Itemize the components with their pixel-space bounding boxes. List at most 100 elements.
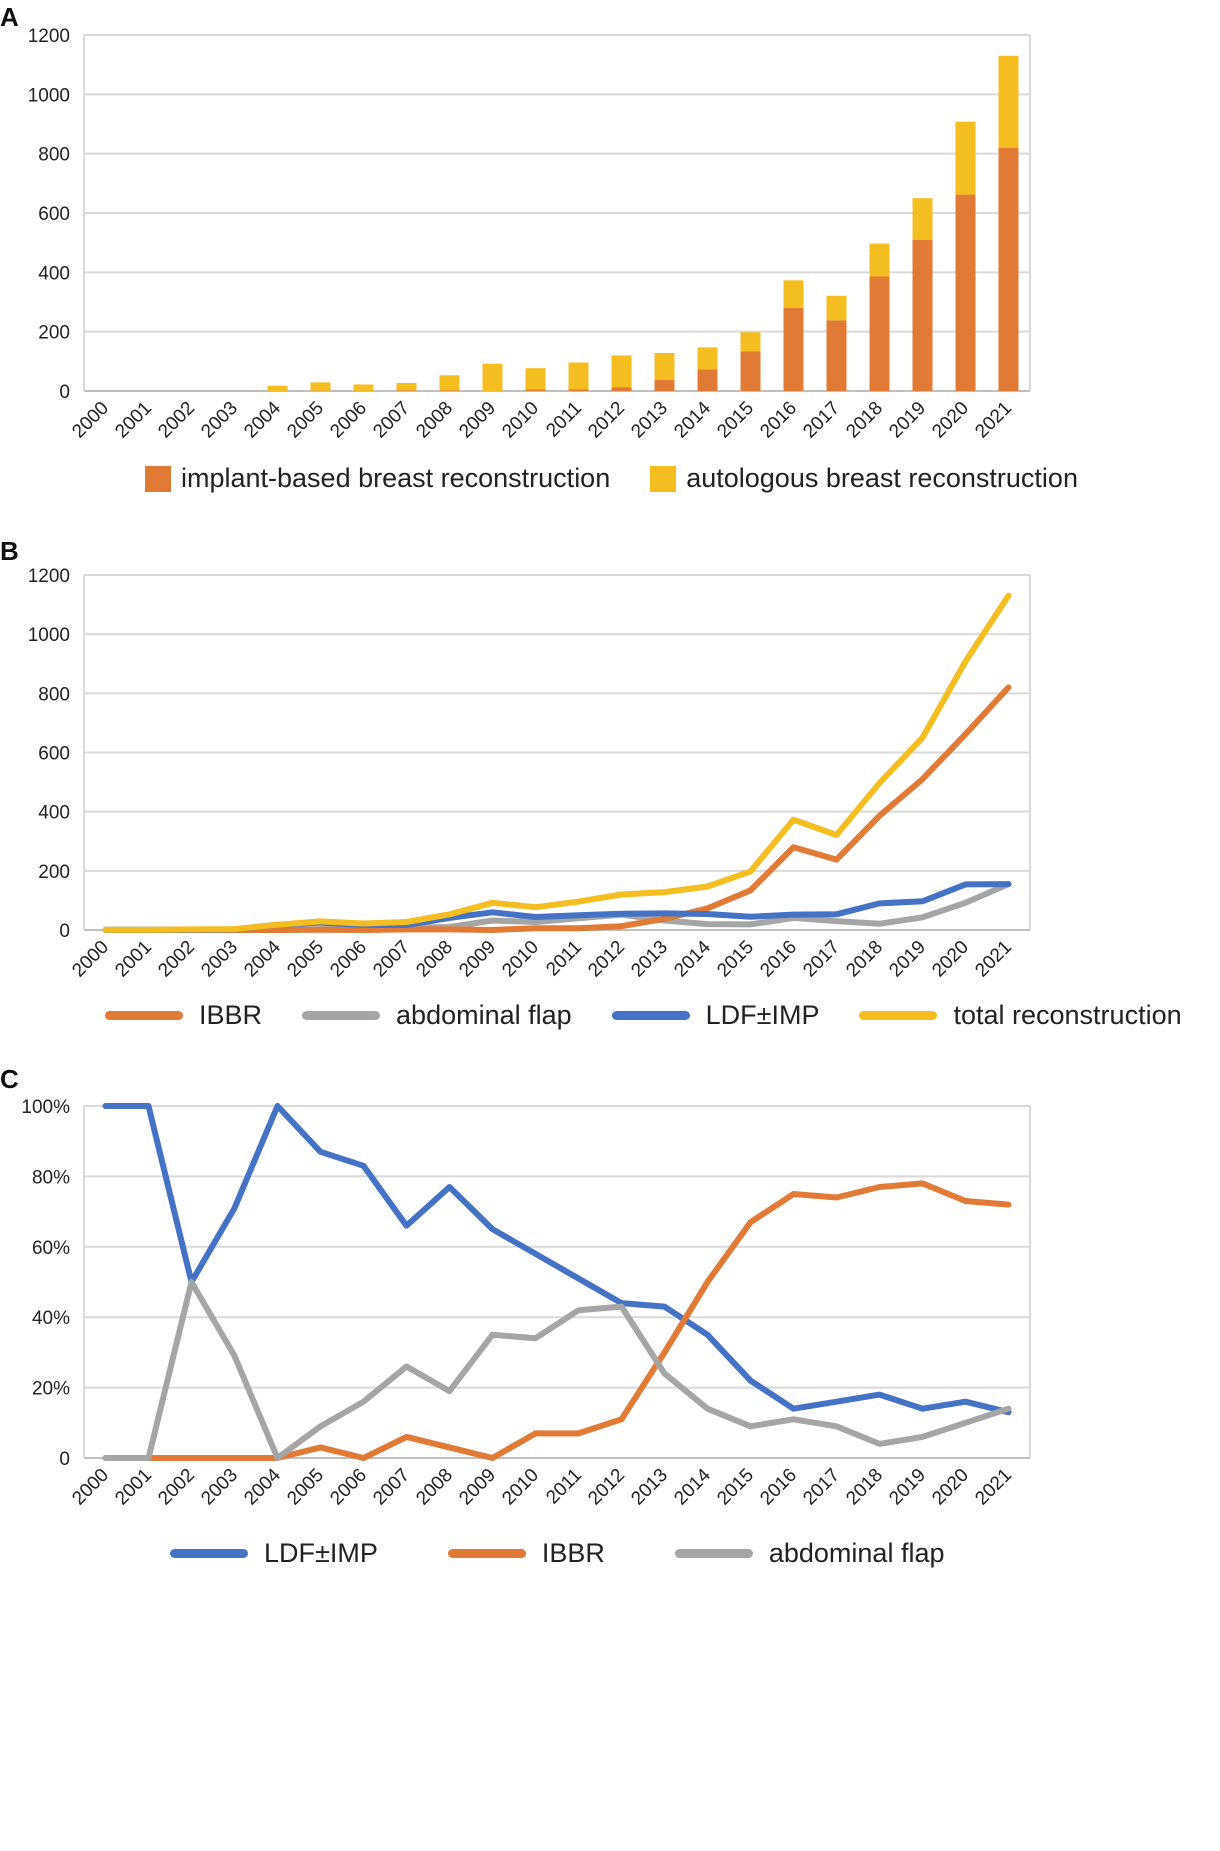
- bar-implant: [439, 390, 460, 391]
- chart-b-xtick-label: 2006: [326, 937, 371, 982]
- chart-c-xtick-label: 2017: [799, 1465, 844, 1510]
- chart-c-ytick-label: 80%: [32, 1167, 70, 1188]
- chart-c-ytick-label: 100%: [21, 1097, 70, 1118]
- chart-a-ytick-label: 200: [38, 323, 70, 344]
- chart-c-xtick-label: 2020: [928, 1465, 973, 1510]
- bar-autologous: [955, 121, 976, 195]
- legend-swatch-ibbr: [105, 1011, 183, 1020]
- bar-implant: [998, 147, 1019, 391]
- chart-a-xtick-label: 2019: [885, 398, 930, 443]
- bar-autologous: [310, 382, 331, 391]
- chart-b-xtick-label: 2002: [154, 937, 199, 982]
- chart-a-ytick-label: 0: [59, 382, 70, 403]
- bar-autologous: [396, 382, 417, 391]
- chart-b-ytick-label: 200: [38, 862, 70, 883]
- chart-b-ytick-label: 800: [38, 684, 70, 705]
- bar-implant: [525, 389, 546, 391]
- chart-c-xtick-label: 2004: [240, 1464, 285, 1509]
- bar-autologous: [439, 375, 460, 391]
- legend-label-ldf: LDF±IMP: [705, 1000, 820, 1030]
- chart-a-xtick-label: 2003: [197, 398, 242, 443]
- bar-autologous: [998, 55, 1019, 148]
- chart-c-line-ibbr: [102, 1180, 1012, 1461]
- chart-b-xtick-label: 2018: [842, 937, 887, 982]
- chart-c-ytick-label: 60%: [32, 1238, 70, 1259]
- panel-c-letter: C: [0, 1064, 19, 1094]
- legend-item-ibbr: IBBR: [105, 1000, 262, 1031]
- bar-autologous: [697, 347, 718, 370]
- legend-label-c-ibbr: IBBR: [541, 1538, 605, 1568]
- legend-label-total: total reconstruction: [953, 1000, 1182, 1030]
- chart-a-xtick-label: 2020: [928, 398, 973, 443]
- chart-c-ytick-label: 20%: [32, 1379, 70, 1400]
- chart-c-xtick-label: 2012: [584, 1465, 629, 1510]
- chart-c-xtick-label: 2005: [283, 1465, 328, 1510]
- chart-a-xtick-label: 2008: [412, 398, 457, 443]
- legend-item-c-abdominal: abdominal flap: [674, 1538, 945, 1569]
- panel-b-letter: B: [0, 536, 19, 566]
- chart-b-legend: IBBR abdominal flap LDF±IMP total recons…: [105, 1000, 1220, 1031]
- chart-b-ytick-label: 0: [59, 921, 70, 942]
- chart-a-xtick-label: 2012: [584, 398, 629, 443]
- chart-a-xtick-label: 2011: [542, 398, 586, 442]
- chart-c-xtick-label: 2003: [197, 1465, 242, 1510]
- bar-implant: [869, 276, 890, 391]
- chart-b-xtick-label: 2014: [670, 936, 715, 981]
- chart-a-xtick-label: 2005: [283, 398, 328, 443]
- chart-b-ytick-label: 400: [38, 803, 70, 824]
- chart-b-xtick-label: 2016: [756, 937, 801, 982]
- chart-c-line-ldf: [102, 1103, 1012, 1416]
- chart-a-xtick-label: 2006: [326, 398, 371, 443]
- chart-c-legend-row: LDF±IMP IBBR abdominal flap: [170, 1538, 984, 1569]
- chart-b-xtick-label: 2010: [498, 937, 543, 982]
- legend-item-ldf: LDF±IMP: [611, 1000, 820, 1031]
- chart-c-xtick-label: 2009: [455, 1465, 500, 1510]
- chart-b: 0200400600800100012002000200120022003200…: [28, 566, 1031, 982]
- chart-a-xtick-label: 2015: [713, 398, 758, 443]
- chart-a-xtick-label: 2018: [842, 398, 887, 443]
- bar-implant: [826, 320, 847, 391]
- legend-swatch-c-abdominal: [674, 1549, 753, 1558]
- chart-c-xtick-label: 2008: [412, 1465, 457, 1510]
- chart-b-xtick-label: 2021: [971, 937, 1016, 982]
- chart-c-xtick-label: 2016: [756, 1465, 801, 1510]
- chart-c-xtick-label: 2014: [670, 1464, 715, 1509]
- chart-a-xtick-label: 2013: [627, 398, 672, 443]
- bar-autologous: [611, 355, 632, 388]
- chart-b-xtick-label: 2017: [799, 937, 844, 982]
- legend-item-c-ibbr: IBBR: [447, 1538, 605, 1569]
- bar-implant: [740, 351, 761, 391]
- chart-c-xtick-label: 2006: [326, 1465, 371, 1510]
- chart-a-xtick-label: 2004: [240, 397, 285, 442]
- chart-c: 020%40%60%80%100%20002001200220032004200…: [21, 1097, 1031, 1510]
- legend-item-autologous: autologous breast reconstruction: [650, 463, 1078, 494]
- legend-label-c-abdominal: abdominal flap: [768, 1538, 945, 1568]
- chart-c-xtick-label: 2021: [971, 1465, 1016, 1510]
- chart-a-ytick-label: 600: [38, 204, 70, 225]
- chart-b-xtick-label: 2000: [68, 937, 113, 982]
- bar-implant: [697, 369, 718, 391]
- legend-label-abdominal: abdominal flap: [396, 1000, 572, 1030]
- bar-autologous: [267, 385, 288, 391]
- chart-c-xtick-label: 2015: [713, 1465, 758, 1510]
- chart-b-xtick-label: 2020: [928, 937, 973, 982]
- chart-a-xtick-label: 2000: [68, 398, 113, 443]
- chart-a-xtick-label: 2001: [111, 398, 156, 443]
- chart-a-ytick-label: 1200: [28, 26, 70, 47]
- chart-b-xtick-label: 2019: [885, 937, 930, 982]
- chart-b-ytick-label: 600: [38, 744, 70, 765]
- chart-b-xtick-label: 2009: [455, 937, 500, 982]
- chart-c-xtick-label: 2010: [498, 1465, 543, 1510]
- bar-autologous: [740, 332, 761, 352]
- panel-a: A 0 200 400 600 800 1000 1200 2000 2001 2002 2003 2…: [0, 0, 1220, 510]
- chart-c-xtick-label: 2013: [627, 1465, 672, 1510]
- chart-c-xtick-label: 2001: [111, 1465, 156, 1510]
- chart-a: 0200400600800100012002000200120022003200…: [28, 26, 1031, 443]
- chart-c-xtick-label: 2002: [154, 1465, 199, 1510]
- legend-item-abdominal: abdominal flap: [302, 1000, 572, 1031]
- bar-autologous: [826, 295, 847, 321]
- chart-c-ytick-label: 40%: [32, 1308, 70, 1329]
- chart-a-ytick-label: 800: [38, 145, 70, 166]
- legend-swatch-implant: [145, 465, 171, 492]
- chart-b-xtick-label: 2012: [584, 937, 629, 982]
